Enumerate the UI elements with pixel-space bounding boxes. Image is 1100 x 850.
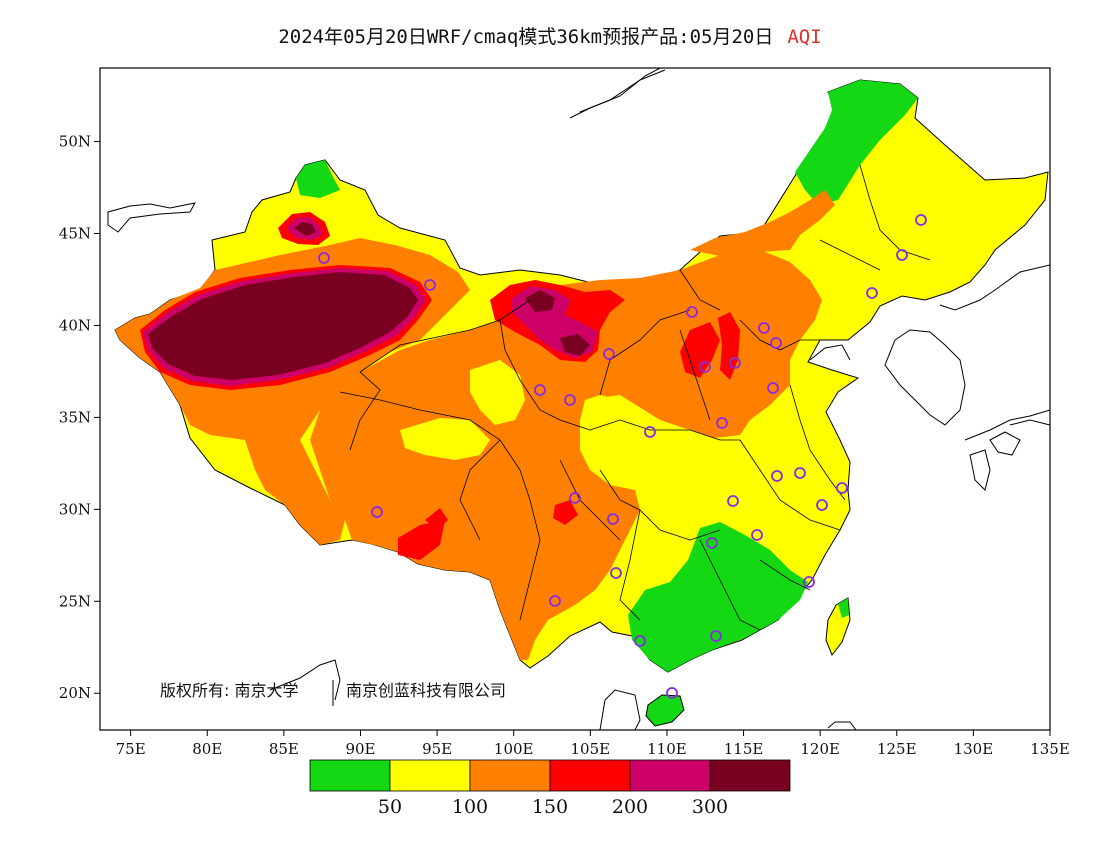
province-borders xyxy=(339,164,931,631)
aqi-region-moderate-hole-1 xyxy=(400,418,490,460)
station-marker xyxy=(607,513,619,525)
legend-swatch xyxy=(549,759,631,792)
aqi-region-unhealthy-sichuan xyxy=(553,500,578,525)
x-tick-label: 110E xyxy=(647,740,687,758)
legend-swatch xyxy=(389,759,471,792)
title: 2024年05月20日WRF/cmaq模式36km预报产品:05月20日 AQI xyxy=(0,22,1100,49)
y-tick-label: 50N xyxy=(59,133,91,151)
y-tick-label: 35N xyxy=(59,408,91,426)
station-marker xyxy=(751,529,763,541)
copyright-owner-2: 南京创蓝科技有限公司 xyxy=(346,681,506,700)
station-marker xyxy=(896,249,908,261)
station-marker xyxy=(866,287,878,299)
station-marker xyxy=(794,467,806,479)
station-marker xyxy=(771,470,783,482)
legend-label: 200 xyxy=(612,796,648,818)
station-marker xyxy=(803,576,815,588)
station-marker xyxy=(534,384,546,396)
aqi-region-good-taiwan xyxy=(838,598,849,618)
aqi-region-hazardous-north-xinjiang xyxy=(294,222,316,236)
aqi-region-hazardous-taklamakan xyxy=(148,272,418,380)
x-tick-label: 125E xyxy=(877,740,917,758)
legend-swatch xyxy=(629,759,711,792)
aqi-region-unhealthy-tibet-1 xyxy=(398,520,445,560)
station-marker xyxy=(610,567,622,579)
y-tick-label: 30N xyxy=(59,500,91,518)
x-tick-label: 120E xyxy=(800,740,840,758)
station-marker xyxy=(371,506,383,518)
aqi-region-good-south xyxy=(628,522,808,672)
x-tick-label: 130E xyxy=(954,740,994,758)
title-main: 2024年05月20日WRF/cmaq模式36km预报产品:05月20日 xyxy=(278,26,774,48)
x-tick-label: 135E xyxy=(1030,740,1070,758)
legend-label: 300 xyxy=(692,796,728,818)
station-marker xyxy=(758,322,770,334)
station-marker xyxy=(644,426,656,438)
copyright-owner-1: 版权所有: 南京大学 xyxy=(160,681,298,700)
station-marker xyxy=(770,337,782,349)
x-tick-label: 95E xyxy=(422,740,452,758)
station-marker xyxy=(729,357,741,369)
aqi-region-hazardous-inner-mongolia-1 xyxy=(525,290,555,312)
station-marker xyxy=(767,382,779,394)
legend-swatch xyxy=(469,759,551,792)
station-marker xyxy=(318,252,330,264)
station-marker xyxy=(666,687,678,699)
x-tick-label: 100E xyxy=(494,740,534,758)
station-marker xyxy=(634,635,646,647)
neighbor-coastlines xyxy=(107,68,1050,730)
x-tick-label: 115E xyxy=(724,740,764,758)
y-axis: 50N 45N 40N 35N 30N 25N 20N xyxy=(59,133,100,702)
aqi-region-good-hainan xyxy=(645,694,685,727)
station-marker xyxy=(710,630,722,642)
aqi-region-unhealthy-shanxi xyxy=(680,322,720,378)
station-markers xyxy=(318,214,927,699)
y-tick-label: 45N xyxy=(59,225,91,243)
aqi-region-good-northeast xyxy=(795,80,918,205)
x-tick-label: 80E xyxy=(192,740,222,758)
x-axis: 75E 80E 85E 90E 95E 100E 105E 110E 115E 120E 125E 1… xyxy=(116,730,1070,758)
station-marker xyxy=(716,417,728,429)
aqi-region-moderate-hole-2 xyxy=(470,360,525,425)
y-tick-label: 20N xyxy=(59,684,91,702)
station-marker xyxy=(836,482,848,494)
legend-swatch xyxy=(309,759,391,792)
legend: 50 100 150 200 300 xyxy=(309,759,791,818)
aqi-region-unhealthy-sensitive-northeast xyxy=(690,190,835,258)
aqi-region-good-altai xyxy=(296,160,340,198)
x-tick-label: 90E xyxy=(345,740,375,758)
station-marker xyxy=(699,361,711,373)
station-marker xyxy=(564,394,576,406)
station-marker xyxy=(706,537,718,549)
station-marker xyxy=(569,492,581,504)
x-tick-label: 85E xyxy=(269,740,299,758)
station-marker xyxy=(603,348,615,360)
station-marker xyxy=(549,595,561,607)
title-variable: AQI xyxy=(787,26,822,48)
aqi-region-unhealthy-tibet-2 xyxy=(425,508,448,530)
station-marker xyxy=(915,214,927,226)
station-marker xyxy=(686,306,698,318)
legend-label: 100 xyxy=(452,796,488,818)
aqi-region-hazardous-inner-mongolia-2 xyxy=(560,334,590,356)
station-marker xyxy=(816,499,828,511)
y-tick-label: 25N xyxy=(59,592,91,610)
y-tick-label: 40N xyxy=(59,316,91,334)
map-content: 版权所有: 南京大学 南京创蓝科技有限公司 xyxy=(107,68,1050,730)
station-marker xyxy=(424,279,436,291)
legend-label: 150 xyxy=(532,796,568,818)
station-marker xyxy=(727,495,739,507)
aqi-region-unhealthy-hebei xyxy=(718,312,740,380)
x-tick-label: 75E xyxy=(116,740,146,758)
legend-label: 50 xyxy=(378,796,402,818)
legend-swatch xyxy=(709,759,791,792)
x-tick-label: 105E xyxy=(571,740,611,758)
